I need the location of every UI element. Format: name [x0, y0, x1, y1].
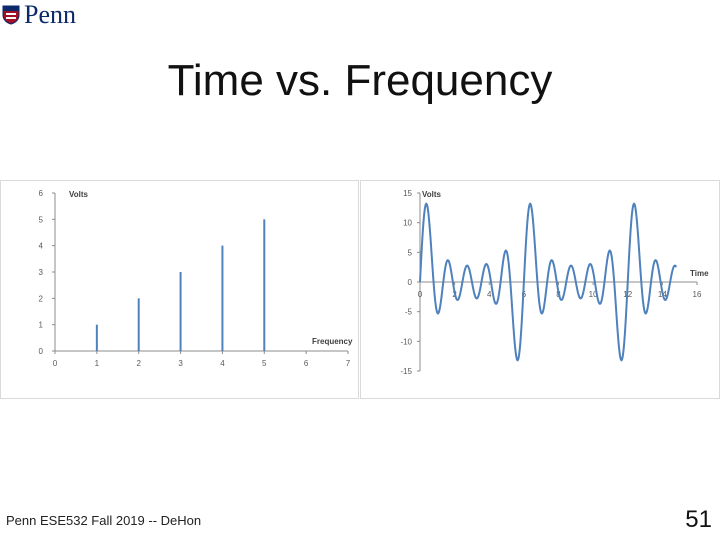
x-tick-label: 0: [418, 290, 423, 299]
x-tick-label: 5: [262, 359, 267, 368]
x-tick-label: 6: [304, 359, 309, 368]
time-chart: -15 -10 -5 0 5 10 15 0 2 4 6 8 10 12 14 16 Volts Time: [360, 180, 720, 399]
y-axis-title: Volts: [422, 190, 442, 199]
x-tick-label: 16: [693, 290, 702, 299]
y-tick-label: 15: [403, 189, 412, 198]
footer-course: Penn ESE532 Fall 2019 -- DeHon: [6, 513, 202, 528]
y-tick-label: -15: [400, 367, 412, 376]
x-tick-label: 7: [346, 359, 351, 368]
y-tick-label: 4: [39, 242, 44, 251]
x-axis-title: Time: [690, 269, 709, 278]
x-tick-label: 0: [53, 359, 58, 368]
y-tick-label: 2: [39, 294, 44, 303]
x-tick-label: 4: [487, 290, 492, 299]
y-tick-label: 1: [39, 321, 44, 330]
penn-shield-icon: [2, 5, 20, 25]
waveform-line: [419, 202, 678, 362]
y-tick-label: 10: [403, 219, 412, 228]
x-tick-label: 3: [178, 359, 183, 368]
y-tick-label: 0: [408, 278, 413, 287]
x-tick-label: 10: [589, 290, 598, 299]
slide-title: Time vs. Frequency: [167, 56, 553, 105]
y-tick-label: 6: [39, 189, 44, 198]
x-tick-label: 1: [95, 359, 100, 368]
penn-logo: Penn: [2, 2, 76, 28]
y-tick-label: -5: [405, 308, 413, 317]
y-tick-label: 5: [408, 248, 413, 257]
logo-text: Penn: [24, 0, 76, 29]
y-tick-label: 5: [39, 215, 44, 224]
y-tick-label: -10: [400, 337, 412, 346]
page-number: 51: [685, 506, 712, 533]
x-tick-label: 2: [136, 359, 141, 368]
y-tick-label: 0: [39, 347, 44, 356]
frequency-chart-svg: 0 1 2 3 4 5 6 0 1 2 3 4 5 6 7 Volts Frequency: [39, 189, 353, 368]
y-tick-label: 3: [39, 268, 44, 277]
frequency-chart: 0 1 2 3 4 5 6 0 1 2 3 4 5 6 7 Volts Frequency: [0, 180, 359, 399]
x-tick-label: 4: [220, 359, 225, 368]
y-axis-title: Volts: [69, 190, 89, 199]
x-axis-title: Frequency: [312, 337, 353, 346]
